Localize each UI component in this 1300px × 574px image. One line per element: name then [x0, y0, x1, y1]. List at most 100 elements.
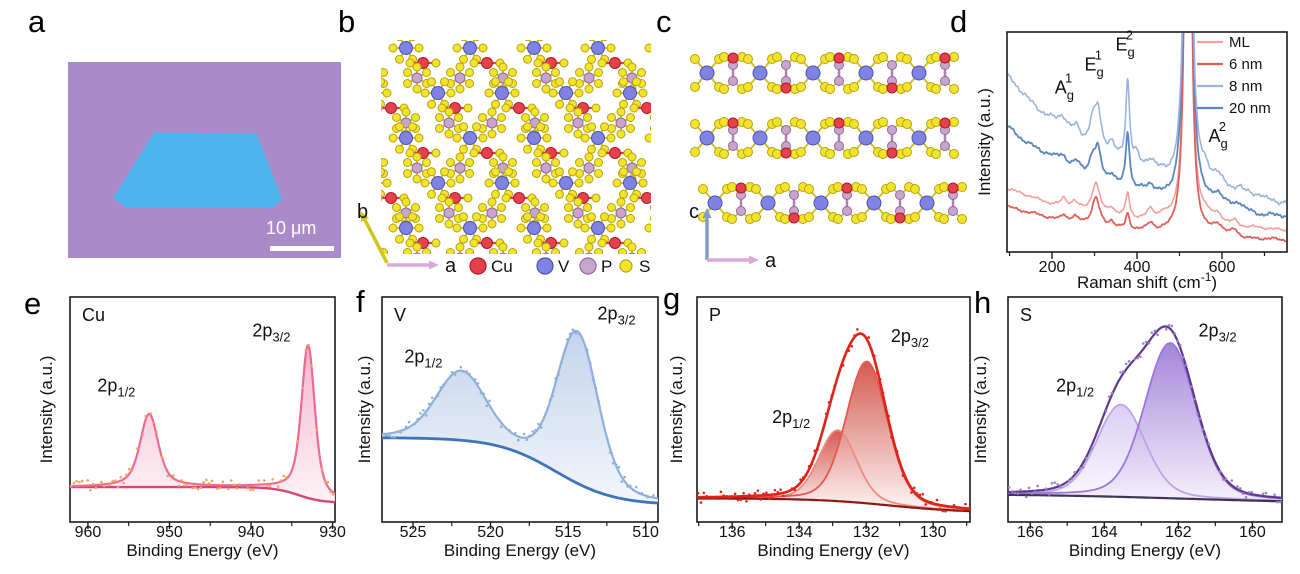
mode-label: Ag1: [1055, 71, 1074, 103]
atom-Cu: [841, 182, 853, 194]
raw-data-dot: [488, 399, 491, 403]
raw-data-dot: [1273, 493, 1276, 497]
raw-data-dot: [436, 394, 440, 398]
y-axis-label: Intensity (a.u.): [975, 88, 994, 196]
raw-data-dot: [1199, 417, 1202, 420]
atom-Cu: [939, 117, 951, 129]
atom-P: [454, 72, 466, 84]
raw-data-dot: [762, 492, 765, 496]
atom-S: [619, 99, 628, 109]
panel-label-g: g: [663, 281, 681, 316]
legend-atom-P: [579, 257, 597, 275]
atom-P: [443, 207, 455, 219]
axis-arrow: [363, 219, 389, 264]
raw-data-dot: [424, 414, 428, 417]
atom-S: [886, 214, 896, 224]
atom-S: [491, 189, 500, 199]
atom-S: [491, 99, 500, 109]
raw-data-dot: [1133, 357, 1137, 361]
atom-P: [540, 72, 552, 84]
raw-data-dot: [765, 491, 768, 495]
atom-Cu: [735, 182, 747, 194]
x-axis-label: Binding Energy (eV): [444, 541, 596, 560]
atom-S: [395, 122, 404, 132]
atom-S: [345, 235, 353, 243]
raw-data-dot: [813, 449, 817, 453]
atom-S: [580, 43, 590, 53]
atom-S: [414, 133, 424, 143]
raw-data-dot: [202, 480, 205, 484]
atom-P: [443, 117, 455, 129]
raw-data-dot: [705, 494, 708, 498]
atom-S: [583, 113, 593, 122]
peak-label: 2p1/2: [772, 407, 810, 431]
atom-S: [469, 58, 479, 68]
atom-S: [600, 122, 609, 132]
atom-S: [825, 84, 835, 94]
atom-Cu: [886, 82, 898, 94]
atom-S: [849, 82, 859, 92]
element-label: V: [394, 305, 406, 325]
axis-label-b: b: [357, 201, 368, 223]
atom-S: [469, 238, 479, 248]
atom-S: [587, 144, 596, 154]
atom-V: [527, 41, 541, 55]
atom-S: [644, 43, 651, 53]
xps-v-chart: 525 520 515 510 Binding Energy (eV) Intensity…: [355, 296, 659, 560]
raw-data-dot: [516, 438, 520, 442]
raw-data-dot: [646, 495, 649, 499]
raw-data-dot: [321, 468, 324, 471]
raw-data-dot: [119, 476, 123, 479]
atom-Cu: [354, 148, 365, 159]
atom-P: [540, 162, 552, 174]
raw-data-dot: [199, 486, 203, 490]
raw-data-dot: [927, 500, 930, 504]
raw-data-dot: [1047, 492, 1051, 496]
atom-Cu: [833, 52, 845, 64]
atom-P: [572, 117, 584, 129]
raw-data-dot: [265, 484, 269, 487]
raw-data-dot: [588, 361, 592, 365]
atom-S: [857, 212, 867, 222]
raw-data-dot: [479, 391, 483, 395]
y-axis-label: Intensity (a.u.): [355, 356, 374, 464]
raw-data-dot: [276, 485, 280, 488]
atom-Cu: [385, 192, 397, 204]
y-axis-label: Intensity (a.u.): [37, 356, 56, 464]
axis-arrow-head: [749, 255, 759, 265]
atom-S: [523, 234, 532, 244]
raw-data-dot: [1236, 485, 1239, 488]
atom-S: [327, 265, 335, 273]
atom-S: [351, 134, 359, 142]
atom-S: [364, 168, 372, 176]
peak-label: 2p1/2: [97, 376, 135, 400]
raw-data-dot: [1181, 355, 1185, 359]
raw-data-dot: [393, 435, 396, 439]
atom-P: [583, 162, 595, 174]
atom-S: [910, 184, 920, 194]
raw-data-dot: [554, 377, 557, 380]
atom-S: [555, 167, 564, 177]
raw-data-dot: [326, 480, 330, 484]
atom-S: [772, 149, 782, 159]
atom-S: [381, 167, 385, 177]
atom-S: [455, 242, 465, 252]
raw-data-dot: [770, 496, 774, 499]
atom-S: [401, 197, 411, 207]
atom-P: [369, 253, 379, 263]
raw-data-dot: [227, 487, 230, 491]
atom-S: [395, 212, 404, 222]
atom-S: [345, 33, 353, 41]
atom-S: [460, 40, 467, 42]
raw-data-dot: [1042, 491, 1045, 494]
raw-data-dot: [1090, 446, 1094, 450]
bond: [353, 118, 363, 124]
legend-atom-Cu: [469, 257, 487, 275]
raw-data-dot: [631, 488, 635, 492]
atom-S: [445, 158, 455, 167]
atom-S: [878, 117, 888, 127]
atom-S: [409, 40, 416, 42]
element-label: P: [709, 305, 721, 325]
raw-data-dot: [799, 478, 802, 481]
atom-S: [591, 193, 601, 203]
